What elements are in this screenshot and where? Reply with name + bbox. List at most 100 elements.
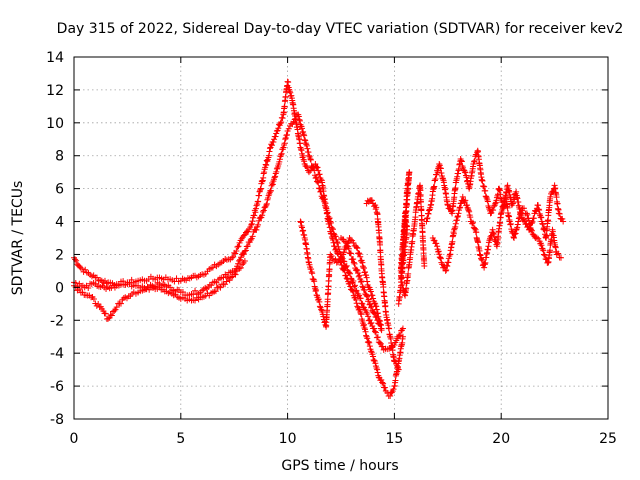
data-point-scatter-15-16: [398, 279, 405, 286]
data-point-afternoon-cloud-a: [433, 171, 440, 178]
data-point-afternoon-cloud-b: [451, 225, 458, 232]
data-point-main-trace: [381, 384, 388, 391]
data-point-descent-a: [325, 283, 332, 290]
data-point-descent-a: [354, 245, 361, 252]
data-point-middle-trace: [322, 204, 329, 211]
y-tick-label: -2: [50, 313, 64, 329]
data-point-scatter-15-16: [418, 206, 425, 213]
data-point-afternoon-cloud-a: [423, 215, 430, 222]
data-point-descent-b: [343, 239, 350, 246]
data-point-afternoon-cloud-b: [498, 210, 505, 217]
data-point-main-trace: [271, 136, 278, 143]
data-point-middle-trace: [303, 142, 310, 149]
data-point-descent-a: [309, 270, 316, 277]
data-point-middle-trace: [255, 221, 262, 228]
data-point-lower-trace: [111, 307, 118, 314]
data-point-middle-trace: [192, 287, 199, 294]
data-point-afternoon-cloud-a: [437, 165, 444, 172]
data-point-afternoon-cloud-a: [439, 175, 446, 182]
data-point-middle-trace: [263, 202, 270, 209]
data-point-afternoon-cloud-b: [451, 226, 458, 233]
y-axis-label: SDTVAR / TECUs: [10, 181, 26, 296]
data-point-main-trace: [72, 256, 79, 263]
data-point-afternoon-cloud-b: [528, 227, 535, 234]
data-point-main-trace: [366, 339, 373, 346]
data-point-afternoon-cloud-b: [526, 221, 533, 228]
data-point-afternoon-cloud-a: [464, 177, 471, 184]
data-point-middle-trace: [358, 300, 365, 307]
data-point-afternoon-cloud-a: [539, 221, 546, 228]
data-point-afternoon-cloud-a: [432, 176, 439, 183]
data-point-lower-trace: [105, 315, 112, 322]
data-point-main-trace: [245, 228, 252, 235]
data-point-middle-trace: [327, 219, 334, 226]
data-point-main-trace: [281, 103, 288, 110]
data-point-descent-a: [333, 259, 340, 266]
data-point-afternoon-cloud-a: [536, 207, 543, 214]
data-point-lower-trace: [107, 311, 114, 318]
data-point-middle-trace: [247, 236, 254, 243]
data-point-middle-trace: [342, 263, 349, 270]
data-point-middle-trace: [316, 185, 323, 192]
data-point-main-trace: [331, 243, 338, 250]
data-point-afternoon-cloud-b: [479, 257, 486, 264]
data-point-middle-trace: [268, 182, 275, 189]
data-point-main-trace: [173, 275, 180, 282]
data-point-afternoon-cloud-b: [482, 259, 489, 266]
data-point-afternoon-cloud-a: [437, 165, 444, 172]
data-points-layer: [71, 78, 567, 400]
x-tick-label: 5: [176, 431, 185, 447]
data-point-afternoon-cloud-a: [479, 177, 486, 184]
data-point-main-trace: [346, 280, 353, 287]
data-point-lower-trace: [222, 281, 229, 288]
data-point-afternoon-cloud-b: [433, 240, 440, 247]
data-point-lower-trace: [117, 300, 124, 307]
data-point-main-trace: [265, 152, 272, 159]
data-point-afternoon-cloud-b: [533, 234, 540, 241]
data-point-descent-a: [301, 232, 308, 239]
data-point-middle-trace: [300, 131, 307, 138]
data-point-middle-trace: [260, 207, 267, 214]
data-point-middle-trace: [236, 257, 243, 264]
data-point-middle-trace: [312, 175, 319, 182]
data-point-descent-a: [324, 296, 331, 303]
data-point-scatter-15-16: [421, 262, 428, 269]
data-point-afternoon-cloud-a: [463, 174, 470, 181]
data-point-afternoon-cloud-b: [464, 204, 471, 211]
x-axis-label: GPS time / hours: [281, 458, 398, 474]
data-point-middle-trace: [399, 325, 406, 332]
data-point-afternoon-cloud-b: [510, 234, 517, 241]
chart-title: Day 315 of 2022, Sidereal Day-to-day VTE…: [57, 21, 624, 37]
data-point-middle-trace: [341, 258, 348, 265]
data-point-afternoon-cloud-b: [515, 218, 522, 225]
data-point-middle-trace: [253, 226, 260, 233]
data-point-afternoon-cloud-a: [471, 157, 478, 164]
data-point-main-trace: [301, 158, 308, 165]
data-point-afternoon-cloud-b: [465, 206, 472, 213]
data-point-main-trace: [368, 348, 375, 355]
data-point-descent-a: [315, 296, 322, 303]
data-point-middle-trace: [273, 165, 280, 172]
y-tick-label: 8: [55, 149, 64, 165]
data-point-descent-b: [350, 259, 357, 266]
data-point-descent-b: [351, 260, 358, 267]
data-point-descent-b: [358, 278, 365, 285]
data-point-afternoon-cloud-a: [424, 215, 431, 222]
data-point-afternoon-cloud-b: [491, 234, 498, 241]
data-point-main-trace: [390, 386, 397, 393]
data-point-main-trace: [364, 335, 371, 342]
data-point-middle-trace: [249, 233, 256, 240]
data-point-lower-trace: [102, 310, 109, 317]
data-point-main-trace: [363, 332, 370, 339]
data-point-descent-a: [357, 253, 364, 260]
data-point-middle-trace: [278, 150, 285, 157]
data-point-main-trace: [277, 120, 284, 127]
data-point-main-trace: [379, 379, 386, 386]
data-point-main-trace: [360, 321, 367, 328]
data-point-descent-b: [367, 304, 374, 311]
data-point-main-trace: [279, 115, 286, 122]
data-point-descent-b: [373, 314, 380, 321]
data-point-afternoon-cloud-b: [443, 266, 450, 273]
data-point-afternoon-cloud-a: [458, 158, 465, 165]
data-point-bump-near-14: [382, 302, 389, 309]
